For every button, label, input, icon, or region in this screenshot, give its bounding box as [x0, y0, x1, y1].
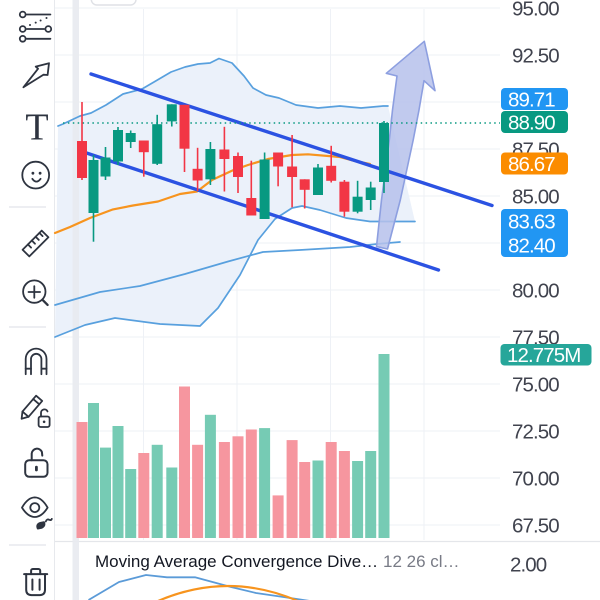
svg-text:Moving Average Convergence Div: Moving Average Convergence Dive…	[95, 552, 378, 571]
svg-text:92.50: 92.50	[512, 45, 559, 68]
svg-text:75.00: 75.00	[512, 374, 559, 397]
svg-text:67.50: 67.50	[512, 515, 559, 538]
svg-text:12.775M: 12.775M	[507, 344, 580, 367]
svg-text:T: T	[25, 107, 48, 149]
svg-text:88.90: 88.90	[508, 112, 555, 135]
svg-text:70.00: 70.00	[512, 468, 559, 491]
svg-text:83.63: 83.63	[508, 211, 555, 234]
svg-text:89.71: 89.71	[508, 89, 555, 112]
svg-text:86.67: 86.67	[508, 153, 555, 176]
svg-text:80.00: 80.00	[512, 280, 559, 303]
svg-text:2.00: 2.00	[510, 554, 547, 577]
svg-text:82.40: 82.40	[508, 235, 555, 258]
svg-text:12 26 cl…: 12 26 cl…	[383, 552, 460, 571]
svg-text:85.00: 85.00	[512, 186, 559, 209]
svg-text:95.00: 95.00	[512, 0, 559, 21]
svg-text:72.50: 72.50	[512, 421, 559, 444]
svg-text:77.50: 77.50	[512, 327, 559, 350]
